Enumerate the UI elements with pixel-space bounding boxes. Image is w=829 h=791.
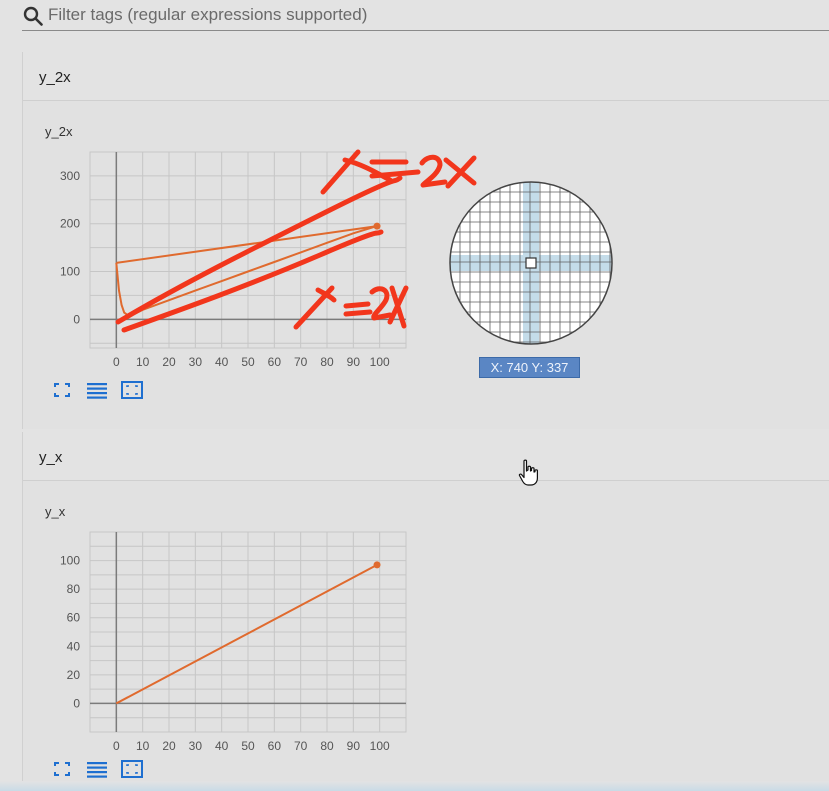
card-header[interactable]: y_2x xyxy=(23,52,829,101)
y-tick-label: 0 xyxy=(73,312,80,326)
fit-domain-button[interactable] xyxy=(120,380,144,400)
tag-filter-input[interactable] xyxy=(48,3,808,27)
toggle-log-scale-icon xyxy=(87,383,107,399)
magnifier-loupe xyxy=(449,181,613,345)
annotation-stroke xyxy=(342,157,393,183)
annotation-stroke xyxy=(115,175,403,325)
line-chart-y-x[interactable]: 0 10 20 30 40 50 60 70 80 90 100 0 20 40 60 80 100 xyxy=(40,522,420,758)
y-tick-label: 40 xyxy=(67,639,81,653)
annotation-stroke xyxy=(369,286,393,321)
y-tick-label: 60 xyxy=(67,611,81,625)
y-tick-label: 0 xyxy=(73,696,80,710)
x-tick-label: 10 xyxy=(136,739,150,753)
annotation-stroke xyxy=(419,154,448,188)
annotation-stroke xyxy=(315,287,337,303)
y-tick-label: 300 xyxy=(60,169,80,183)
expand-icon xyxy=(54,762,70,776)
series-line xyxy=(115,564,378,705)
x-tick-label: 0 xyxy=(113,739,120,753)
x-tick-label: 70 xyxy=(294,355,308,369)
card-header[interactable]: y_x xyxy=(23,432,829,481)
x-tick-label: 10 xyxy=(136,355,150,369)
x-tick-label: 100 xyxy=(370,739,390,753)
y-tick-label: 200 xyxy=(60,217,80,231)
series-line xyxy=(115,225,378,318)
series-end-point xyxy=(373,222,381,230)
fit-domain-button[interactable] xyxy=(120,759,144,779)
x-tick-label: 50 xyxy=(241,739,255,753)
chart-title: y_x xyxy=(45,504,66,519)
expand-button[interactable] xyxy=(50,380,74,400)
fit-domain-icon xyxy=(121,760,143,778)
x-tick-label: 100 xyxy=(370,355,390,369)
expand-button[interactable] xyxy=(50,759,74,779)
x-tick-label: 50 xyxy=(241,355,255,369)
x-tick-label: 40 xyxy=(215,355,229,369)
line-chart-y-2x[interactable]: 0 10 20 30 40 50 60 70 80 90 100 0 100 200 300 xyxy=(40,140,420,380)
x-tick-label: 70 xyxy=(294,739,308,753)
x-tick-label: 90 xyxy=(347,739,361,753)
bottom-edge xyxy=(0,781,829,791)
x-tick-label: 80 xyxy=(320,739,334,753)
x-tick-label: 40 xyxy=(215,739,229,753)
x-tick-label: 30 xyxy=(189,355,203,369)
x-tick-label: 30 xyxy=(189,739,203,753)
chart-card-y-2x: y_2x y_2x xyxy=(22,52,829,429)
x-tick-label: 60 xyxy=(268,739,282,753)
annotation-stroke xyxy=(343,301,373,317)
annotation-stroke xyxy=(121,229,384,333)
annotation-stroke xyxy=(443,155,477,189)
expand-icon xyxy=(54,383,70,397)
y-tick-label: 100 xyxy=(60,554,80,568)
x-tick-label: 60 xyxy=(268,355,282,369)
chart-card-y-x: y_x y_x xyxy=(22,432,829,791)
pixel-coordinate-readout: X: 740 Y: 337 xyxy=(479,357,580,378)
x-tick-label: 80 xyxy=(320,355,334,369)
y-tick-label: 100 xyxy=(60,265,80,279)
y-tick-label: 80 xyxy=(67,582,81,596)
x-tick-label: 20 xyxy=(162,355,176,369)
x-tick-label: 20 xyxy=(162,739,176,753)
annotation-stroke xyxy=(369,159,421,179)
pointer-cursor-icon xyxy=(518,459,538,486)
fit-domain-icon xyxy=(121,381,143,399)
y-tick-label: 20 xyxy=(67,668,81,682)
annotation-stroke xyxy=(387,285,409,329)
tag-filter-bar xyxy=(22,0,829,31)
x-tick-label: 0 xyxy=(113,355,120,369)
card-title: y_2x xyxy=(39,69,71,86)
chart-title: y_2x xyxy=(45,124,73,139)
search-icon xyxy=(23,6,43,26)
card-title: y_x xyxy=(39,449,63,466)
toggle-log-scale-icon xyxy=(87,762,107,778)
toggle-log-scale-button[interactable] xyxy=(85,380,109,400)
toggle-log-scale-button[interactable] xyxy=(85,759,109,779)
series-end-point xyxy=(373,561,381,569)
x-tick-label: 90 xyxy=(347,355,361,369)
annotation-stroke xyxy=(320,149,361,195)
